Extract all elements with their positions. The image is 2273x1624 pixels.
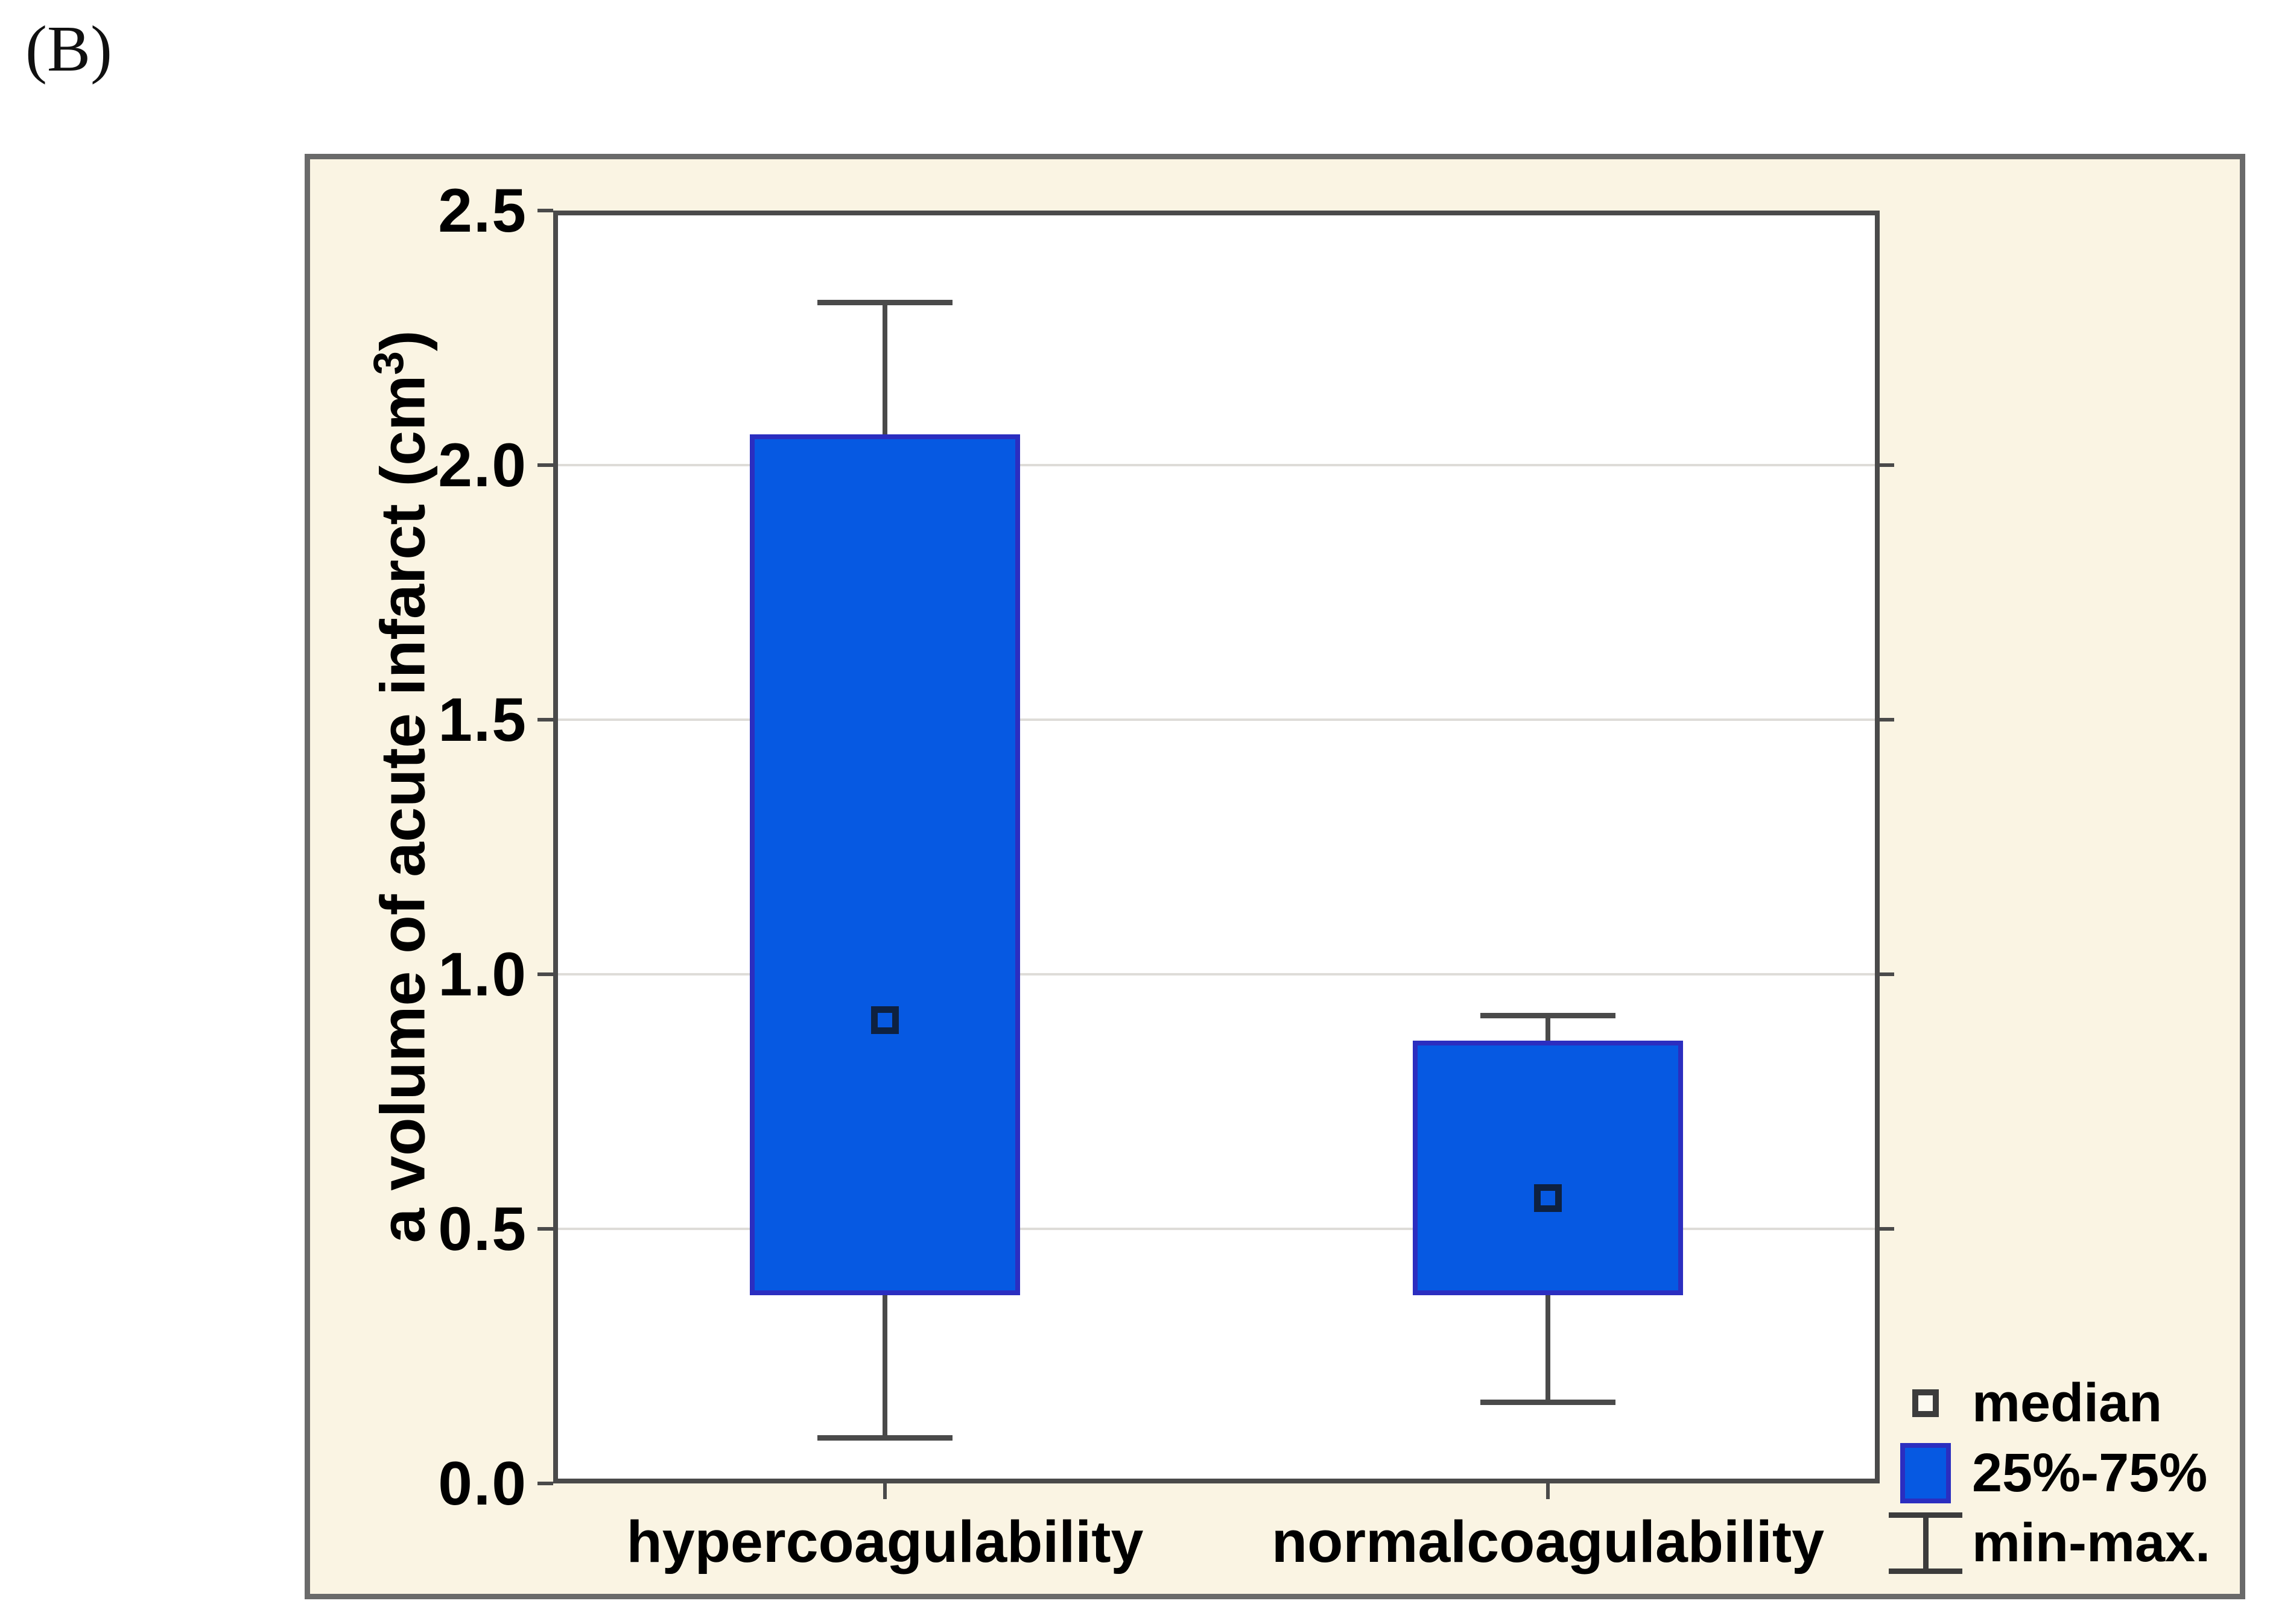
- iqr-box-normalcoagulability: [1413, 1040, 1684, 1295]
- plot-area: [553, 211, 1880, 1483]
- gridline: [558, 1228, 1875, 1230]
- y-tick-left: [537, 1227, 553, 1231]
- category-label-hypercoagulability: hypercoagulability: [626, 1509, 1144, 1575]
- gridline: [558, 973, 1875, 975]
- y-axis-title-superscript: 3: [364, 351, 412, 375]
- chart-panel: a volume of acute infarct (cm3) 2.5 2.0 …: [305, 154, 2245, 1599]
- x-tick-normalcoagulability: [1546, 1483, 1550, 1499]
- whisker-cap-max-normalcoagulability: [1480, 1012, 1616, 1018]
- y-tick-left: [537, 718, 553, 722]
- y-tick-left: [537, 972, 553, 976]
- median-marker-normalcoagulability: [1534, 1184, 1562, 1213]
- y-tick-label-2-5: 2.5: [438, 176, 527, 245]
- legend-row-median: median: [1878, 1368, 2162, 1438]
- y-tick-right: [1880, 718, 1894, 722]
- y-tick-label-0-0: 0.0: [438, 1449, 527, 1518]
- median-marker-hypercoagulability: [870, 1006, 899, 1034]
- legend-label-minmax: min-max.: [1972, 1512, 2211, 1573]
- y-axis-title-suffix: ): [368, 330, 439, 352]
- y-tick-right: [1880, 463, 1894, 467]
- y-tick-label-1-0: 1.0: [438, 940, 527, 1009]
- y-tick-left: [537, 463, 553, 467]
- y-tick-label-2-0: 2.0: [438, 431, 527, 500]
- min-max-whisker-icon: [1888, 1512, 1962, 1574]
- whisker-cap-min-hypercoagulability: [817, 1435, 953, 1441]
- category-label-normalcoagulability: normalcoagulability: [1271, 1509, 1825, 1575]
- y-tick-right: [1880, 1227, 1894, 1231]
- y-tick-left: [537, 209, 553, 212]
- legend-row-minmax: min-max.: [1878, 1508, 2210, 1578]
- figure-label: (B): [25, 13, 112, 85]
- median-marker-icon: [1912, 1389, 1939, 1417]
- y-tick-label-0-5: 0.5: [438, 1194, 527, 1263]
- whisker-cap-min-normalcoagulability: [1480, 1399, 1616, 1405]
- legend-row-iqr: 25%-75%: [1878, 1438, 2207, 1508]
- x-tick-hypercoagulability: [883, 1483, 887, 1499]
- y-axis-title-text: a volume of acute infarct (cm: [368, 375, 439, 1243]
- y-tick-label-1-5: 1.5: [438, 685, 527, 754]
- y-tick-left: [537, 1482, 553, 1485]
- y-tick-right: [1880, 972, 1894, 976]
- legend-label-iqr: 25%-75%: [1972, 1442, 2208, 1503]
- gridline: [558, 718, 1875, 721]
- legend-label-median: median: [1972, 1372, 2163, 1433]
- iqr-box-hypercoagulability: [749, 434, 1020, 1295]
- gridline: [558, 464, 1875, 466]
- iqr-box-icon: [1900, 1443, 1951, 1503]
- whisker-cap-max-hypercoagulability: [817, 299, 953, 305]
